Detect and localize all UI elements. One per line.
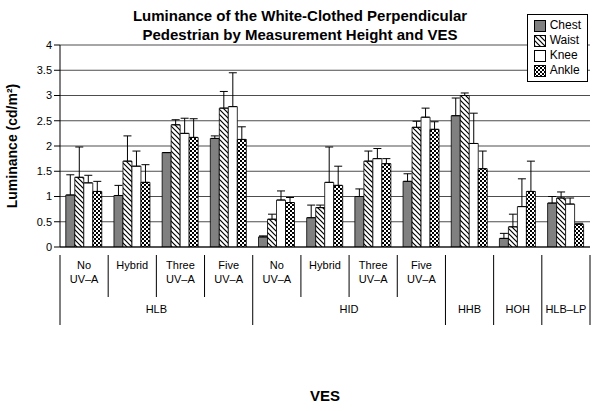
svg-text:HLB–LP: HLB–LP [545, 303, 586, 315]
html-text:Waist: Waist [549, 33, 580, 47]
html-text:Ankle: Ankle [549, 63, 580, 77]
html-text:VES: VES [310, 387, 340, 404]
svg-text:1.5: 1.5 [37, 165, 52, 177]
svg-text:HID: HID [340, 303, 359, 315]
svg-text:UV–A: UV–A [407, 273, 436, 285]
svg-text:UV–A: UV–A [359, 273, 388, 285]
svg-text:No: No [270, 259, 284, 271]
svg-text:UV–A: UV–A [70, 273, 99, 285]
svg-text:UV–A: UV–A [166, 273, 195, 285]
svg-text:Three: Three [166, 259, 195, 271]
svg-text:1: 1 [46, 190, 52, 202]
svg-text:Three: Three [359, 259, 388, 271]
svg-text:HLB: HLB [146, 303, 167, 315]
svg-text:Five: Five [218, 259, 239, 271]
html-text:Knee: Knee [549, 48, 578, 62]
svg-text:Hybrid: Hybrid [116, 259, 148, 271]
svg-text:UV–A: UV–A [214, 273, 243, 285]
svg-text:HOH: HOH [506, 303, 531, 315]
svg-text:3: 3 [46, 89, 52, 101]
svg-text:Hybrid: Hybrid [309, 259, 341, 271]
svg-text:3.5: 3.5 [37, 64, 52, 76]
html-text:Luminance of the White-Clothed: Luminance of the White-Clothed Perpendic… [132, 7, 468, 43]
svg-text:Luminance (cd/m²): Luminance (cd/m²) [8, 84, 20, 208]
svg-text:HHB: HHB [458, 303, 481, 315]
svg-text:2: 2 [46, 140, 52, 152]
svg-text:4: 4 [46, 39, 52, 51]
svg-text:2.5: 2.5 [37, 115, 52, 127]
svg-text:UV–A: UV–A [262, 273, 291, 285]
svg-text:0.5: 0.5 [37, 216, 52, 228]
html-text:Chest: Chest [549, 18, 581, 32]
svg-text:0: 0 [46, 241, 52, 253]
svg-text:Five: Five [411, 259, 432, 271]
svg-text:No: No [77, 259, 91, 271]
